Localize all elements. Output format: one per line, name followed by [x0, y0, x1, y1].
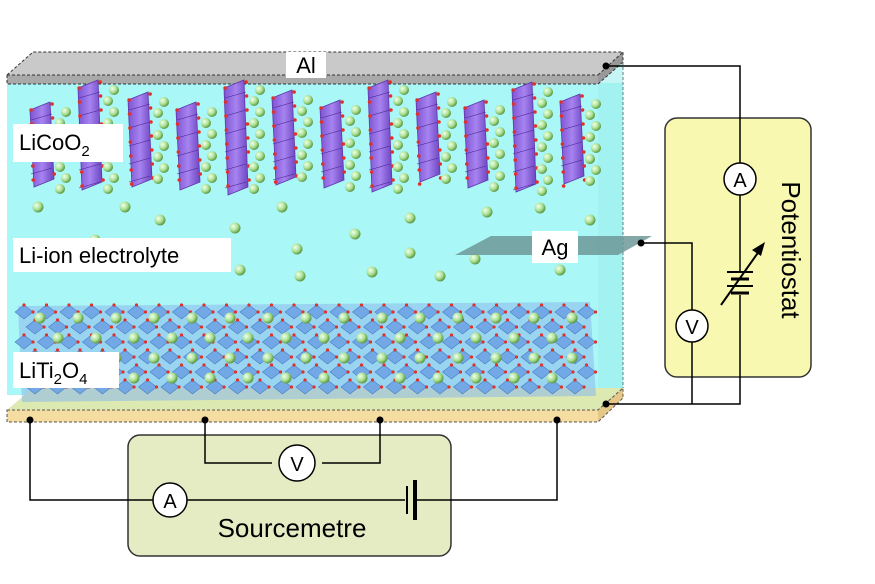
- sourcemetre: Sourcemetre: [127, 434, 452, 557]
- coo2-octahedra-stack: [463, 99, 505, 192]
- label-anode-subscript-1: 2: [54, 371, 62, 388]
- voltmeter-label: V: [685, 317, 699, 339]
- wire-voltmeter-loop-left: [204, 420, 272, 464]
- wire-ag-to-voltmeter: [641, 242, 693, 310]
- label-electrolyte: Li-ion electrolyte: [13, 238, 231, 272]
- wire-source-to-bottom: [606, 295, 741, 405]
- potentiostat-label: Potentiostat: [776, 181, 806, 319]
- sourcemetre-label: Sourcemetre: [218, 513, 367, 543]
- ammeter-label: A: [733, 170, 747, 192]
- potentiostat-voltmeter: V: [675, 309, 709, 343]
- label-ag: Ag: [532, 231, 578, 263]
- voltmeter-label: V: [290, 454, 304, 476]
- label-cathode-text: LiCoO: [19, 130, 81, 155]
- label-ag-text: Ag: [542, 235, 569, 260]
- coo2-octahedra-stack: [511, 81, 553, 196]
- coo2-octahedra-stack: [415, 91, 457, 186]
- sourcemetre-box: [127, 434, 452, 557]
- coo2-octahedra-stack: [271, 89, 313, 186]
- bottom-contact-side-face: [598, 388, 623, 422]
- label-anode: LiTi2O4: [13, 352, 119, 388]
- li-ion: [434, 270, 446, 282]
- li-ion: [554, 264, 566, 276]
- coo2-octahedra-stack: [319, 99, 361, 192]
- ammeter-label: A: [163, 491, 177, 513]
- wire-cell-to-right-contact: [415, 420, 558, 501]
- wire-left-contact: [29, 420, 153, 501]
- li-ion: [469, 253, 481, 265]
- voltmeter-icon: [278, 444, 316, 482]
- sourcemetre-voltmeter: V: [278, 444, 316, 482]
- label-anode-subscript-2: 4: [79, 371, 87, 388]
- svg-text:LiTi2O4: LiTi2O4: [19, 358, 87, 388]
- label-cathode-subscript: 2: [81, 143, 89, 160]
- li-ion: [481, 206, 493, 218]
- label-anode-text: LiTi: [19, 358, 54, 383]
- potentiostat-ammeter: A: [723, 162, 757, 196]
- dc-source-icon: [406, 480, 417, 520]
- contact-dot-v-left: [201, 416, 209, 424]
- circuit-wires: [29, 65, 741, 501]
- coo2-octahedra-stack: [127, 91, 169, 188]
- bottom-contact-outline: [6, 386, 624, 423]
- aluminium-edge-line-2: [597, 51, 624, 76]
- contact-dot-v-right: [376, 416, 384, 424]
- licoo2-structure: [29, 79, 601, 196]
- li-ion: [584, 214, 596, 226]
- contact-dot-right: [553, 416, 561, 424]
- cell-side-face: [598, 62, 623, 408]
- label-al-text: Al: [296, 53, 316, 78]
- li-ion: [119, 201, 131, 213]
- label-cathode: LiCoO2: [13, 124, 123, 162]
- coo2-octahedra-stack: [175, 101, 217, 194]
- li-ion: [349, 228, 361, 240]
- li-ion: [534, 202, 546, 214]
- ammeter-icon: [723, 162, 757, 196]
- svg-text:LiCoO2: LiCoO2: [19, 130, 90, 160]
- li-ion: [294, 270, 306, 282]
- ammeter-icon: [152, 482, 188, 518]
- li-ion: [291, 243, 303, 255]
- coo2-octahedra-stack: [559, 93, 601, 188]
- aluminium-front-face: [7, 75, 598, 84]
- li-ion: [404, 247, 416, 259]
- wire-voltmeter-loop-right: [322, 420, 381, 464]
- contact-dot-left: [26, 416, 34, 424]
- contact-dot-al: [602, 62, 610, 70]
- contact-dot-ag: [637, 239, 645, 247]
- voltmeter-icon: [675, 309, 709, 343]
- wire-al-to-potentiostat: [606, 65, 741, 163]
- contact-dots: [26, 62, 645, 424]
- sourcemetre-ammeter: A: [152, 482, 188, 518]
- li-ions-electrolyte: [32, 201, 596, 282]
- li-ion: [229, 222, 241, 234]
- li-ion: [366, 266, 378, 278]
- bottom-contact-front-face: [7, 410, 598, 422]
- variable-source-icon: [720, 242, 765, 306]
- coo2-octahedra-stack: [367, 79, 409, 194]
- label-anode-text-2: O: [62, 358, 79, 383]
- li-ion: [32, 201, 44, 213]
- li-ion: [154, 214, 166, 226]
- li-ion: [276, 201, 288, 213]
- li-ion: [404, 212, 416, 224]
- coo2-octahedra-stack: [223, 79, 265, 196]
- li-ion: [234, 264, 246, 276]
- label-electrolyte-text: Li-ion electrolyte: [19, 243, 179, 268]
- contact-dot-bottom: [602, 400, 610, 408]
- aluminium-side-face: [598, 52, 623, 84]
- label-al: Al: [286, 52, 326, 78]
